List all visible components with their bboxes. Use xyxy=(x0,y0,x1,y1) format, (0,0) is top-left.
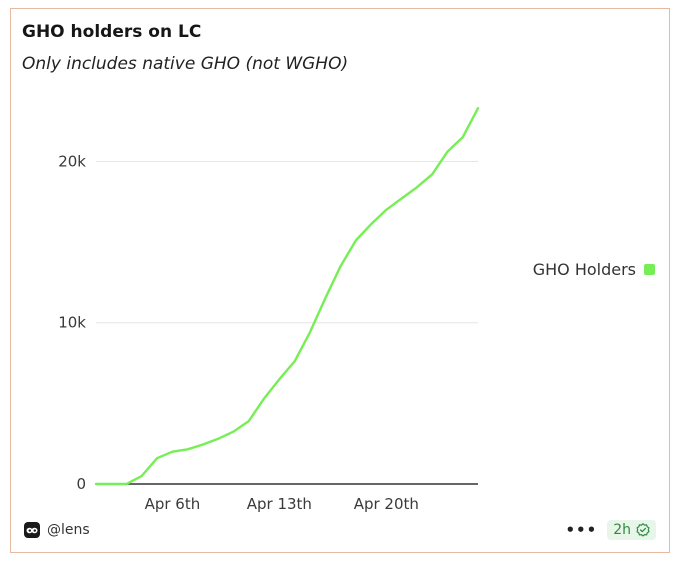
legend-label: GHO Holders xyxy=(532,260,636,279)
y-axis-ticks: 0 10k 20k xyxy=(58,152,86,493)
x-axis-ticks: Apr 6th Apr 13th Apr 20th xyxy=(145,495,419,513)
x-tick-label: Apr 20th xyxy=(354,495,419,513)
author-link[interactable]: @lens xyxy=(24,522,90,538)
author-handle: @lens xyxy=(47,522,90,538)
card-actions: ••• 2h xyxy=(565,520,656,540)
y-tick-label: 0 xyxy=(76,475,86,493)
x-tick-label: Apr 13th xyxy=(247,495,312,513)
chart-subtitle: Only includes native GHO (not WGHO) xyxy=(22,54,349,74)
legend-swatch xyxy=(644,264,655,275)
y-tick-label: 10k xyxy=(58,314,86,332)
gridlines xyxy=(96,160,478,324)
chart-title: GHO holders on LC xyxy=(22,22,202,42)
x-tick-label: Apr 6th xyxy=(145,495,201,513)
line-chart: 0 10k 20k Apr 6th Apr 13th Apr 20th xyxy=(58,106,480,513)
series-lines xyxy=(94,106,480,486)
chart-card: GHO holders on LC Only includes native G… xyxy=(10,8,670,553)
y-tick-label: 20k xyxy=(58,152,86,170)
series-line-gho-holders xyxy=(94,106,480,486)
lens-logo-icon xyxy=(24,522,40,538)
more-options-icon[interactable]: ••• xyxy=(565,521,598,539)
time-label: 2h xyxy=(613,522,631,538)
verified-check-icon xyxy=(636,523,650,537)
time-badge: 2h xyxy=(607,520,656,540)
chart-legend: GHO Holders xyxy=(533,260,655,279)
